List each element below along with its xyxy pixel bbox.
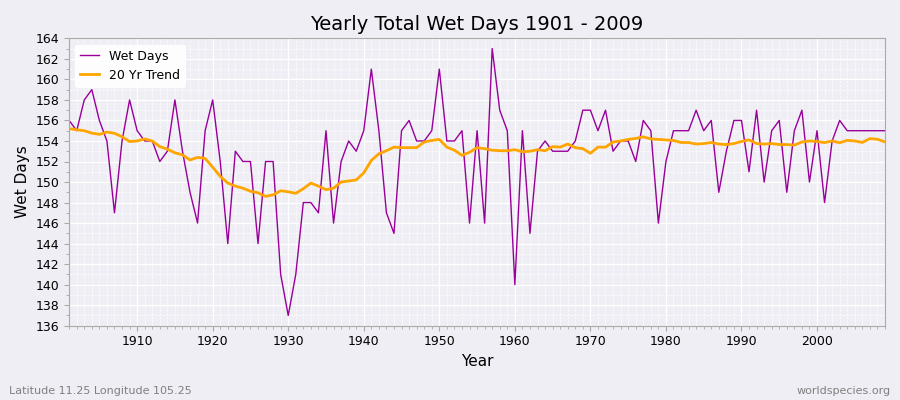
- 20 Yr Trend: [608, 140, 618, 144]
- Title: Yearly Total Wet Days 1901 - 2009: Yearly Total Wet Days 1901 - 2009: [310, 15, 644, 34]
- Text: worldspecies.org: worldspecies.org: [796, 386, 891, 396]
- Y-axis label: Wet Days: Wet Days: [15, 146, 30, 218]
- 20 Yr Trend: [343, 179, 354, 184]
- 20 Yr Trend: [298, 186, 309, 191]
- 20 Yr Trend: [879, 140, 890, 144]
- Wet Days: [124, 98, 135, 102]
- Wet Days: [517, 128, 527, 133]
- 20 Yr Trend: [509, 147, 520, 152]
- Wet Days: [298, 200, 309, 205]
- Wet Days: [343, 138, 354, 143]
- X-axis label: Year: Year: [461, 354, 493, 369]
- 20 Yr Trend: [260, 194, 271, 199]
- 20 Yr Trend: [64, 126, 75, 131]
- Wet Days: [283, 313, 293, 318]
- Wet Days: [64, 118, 75, 123]
- 20 Yr Trend: [517, 149, 527, 154]
- Wet Days: [487, 46, 498, 51]
- Line: Wet Days: Wet Days: [69, 48, 885, 316]
- Legend: Wet Days, 20 Yr Trend: Wet Days, 20 Yr Trend: [76, 44, 185, 87]
- Wet Days: [616, 138, 626, 143]
- Wet Days: [879, 128, 890, 133]
- Wet Days: [525, 231, 535, 236]
- Line: 20 Yr Trend: 20 Yr Trend: [69, 129, 885, 196]
- 20 Yr Trend: [124, 139, 135, 144]
- Text: Latitude 11.25 Longitude 105.25: Latitude 11.25 Longitude 105.25: [9, 386, 192, 396]
